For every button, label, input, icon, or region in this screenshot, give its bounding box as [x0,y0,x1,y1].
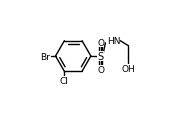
Text: Br: Br [41,52,50,61]
Text: S: S [98,52,104,61]
Text: O: O [97,39,104,48]
Text: OH: OH [122,64,135,73]
Text: O: O [97,65,104,74]
Text: Cl: Cl [60,77,69,86]
Text: HN: HN [107,36,120,45]
